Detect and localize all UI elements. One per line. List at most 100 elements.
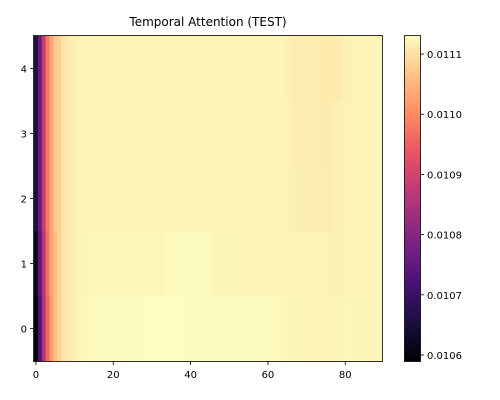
heatmap-cell [92, 231, 97, 297]
heatmap-cell [188, 296, 193, 362]
heatmap-cell [177, 166, 182, 232]
heatmap-cell [68, 101, 74, 167]
heatmap-cell [281, 296, 286, 362]
heatmap-cell [107, 166, 112, 232]
heatmap-cell [49, 296, 54, 362]
heatmap-cell [335, 101, 340, 167]
heatmap-cell [126, 231, 132, 297]
heatmap-cell [76, 231, 81, 297]
heatmap-cell [153, 36, 159, 102]
heatmap-cell [289, 231, 294, 297]
heatmap-cell [304, 231, 309, 297]
heatmap-cell [107, 101, 112, 167]
heatmap-cell [219, 231, 224, 297]
heatmap-cell [49, 231, 54, 297]
heatmap-cell [34, 101, 39, 167]
heatmap-cell [351, 36, 356, 102]
heatmap-cell [184, 231, 190, 297]
heatmap-cell [219, 296, 224, 362]
heatmap-cell [200, 36, 205, 102]
heatmap-cell [204, 231, 209, 297]
heatmap-cell [254, 166, 259, 232]
heatmap-cell [331, 101, 336, 167]
heatmap-cell [358, 231, 364, 297]
heatmap-cell [119, 231, 124, 297]
heatmap-cell [208, 36, 213, 102]
heatmap-cell [111, 166, 116, 232]
heatmap-cell [45, 296, 50, 362]
heatmap-cell [180, 101, 186, 167]
heatmap-cell [289, 36, 294, 102]
heatmap-cell [72, 166, 77, 232]
heatmap-cell [57, 296, 62, 362]
heatmap-cell [41, 36, 46, 102]
heatmap-cell [235, 36, 240, 102]
heatmap-cell [88, 36, 93, 102]
heatmap-cell [289, 101, 294, 167]
heatmap-cell [308, 296, 313, 362]
heatmap-cell [258, 231, 263, 297]
heatmap-cell [378, 166, 383, 232]
heatmap-cell [254, 296, 259, 362]
heatmap-cell [300, 231, 306, 297]
heatmap-cell [184, 296, 190, 362]
heatmap-cell [138, 166, 143, 232]
heatmap-cell [335, 231, 340, 297]
heatmap-cell [161, 36, 166, 102]
heatmap-cell [219, 166, 224, 232]
heatmap-cell [157, 231, 162, 297]
heatmap-cell [366, 101, 371, 167]
heatmap-cell [354, 296, 360, 362]
heatmap-cell [177, 36, 182, 102]
heatmap-cell [126, 166, 132, 232]
heatmap-cell [142, 296, 147, 362]
heatmap-cell [84, 101, 89, 167]
heatmap-cell [273, 296, 278, 362]
heatmap-cell [304, 36, 309, 102]
heatmap-cell [254, 101, 259, 167]
heatmap-cell [92, 166, 97, 232]
heatmap-cell [119, 166, 124, 232]
heatmap-cell [296, 166, 302, 232]
heatmap-cell [231, 296, 236, 362]
heatmap-cell [269, 296, 275, 362]
heatmap-cell [262, 296, 267, 362]
heatmap-cell [177, 231, 182, 297]
heatmap-cell [134, 296, 139, 362]
heatmap-cell [84, 36, 89, 102]
heatmap-cell [370, 36, 375, 102]
heatmap-cell [219, 101, 224, 167]
heatmap-cell [99, 36, 104, 102]
heatmap-cell [45, 36, 50, 102]
heatmap-cell [95, 231, 101, 297]
heatmap-cell [227, 231, 232, 297]
heatmap-cell [142, 101, 147, 167]
heatmap-cell [130, 101, 135, 167]
heatmap-cell [335, 296, 340, 362]
heatmap-cell [169, 101, 174, 167]
heatmap-cell [130, 231, 135, 297]
heatmap-cell [161, 231, 166, 297]
heatmap-cell [215, 231, 220, 297]
heatmap-cell [281, 166, 286, 232]
heatmap-cell [165, 36, 170, 102]
heatmap-cell [273, 231, 278, 297]
x-tick-label: 60 [262, 370, 275, 381]
heatmap-cell [354, 36, 360, 102]
heatmap-cell [130, 166, 135, 232]
heatmap-cell [76, 101, 81, 167]
colorbar-tick-label: 0.0107 [427, 291, 462, 302]
heatmap-cell [37, 166, 43, 232]
heatmap-cell [374, 36, 379, 102]
heatmap-cell [72, 296, 77, 362]
heatmap-cell [80, 166, 85, 232]
heatmap-cell [266, 166, 271, 232]
heatmap-cell [324, 166, 329, 232]
heatmap-cell [146, 166, 151, 232]
heatmap-cell [296, 296, 302, 362]
heatmap-cell [80, 36, 85, 102]
heatmap-cell [235, 101, 240, 167]
heatmap-cell [146, 101, 151, 167]
heatmap-cell [374, 166, 379, 232]
heatmap-cell [223, 296, 228, 362]
